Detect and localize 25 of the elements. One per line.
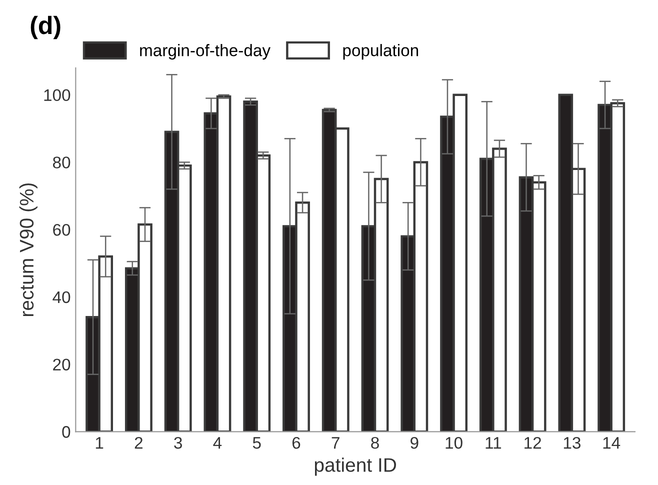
x-tick-label: 10 [446, 436, 462, 449]
y-axis-title: rectum V90 (%) [19, 183, 38, 316]
x-axis-title: patient ID [314, 458, 396, 476]
y-tick-label: 80 [52, 156, 70, 168]
x-tick-label: 1 [96, 437, 104, 449]
x-tick-label: 14 [603, 437, 620, 449]
x-tick-label: 11 [486, 437, 502, 449]
x-tick-label: 5 [252, 437, 261, 449]
chart-title: (d) [30, 16, 60, 40]
legend-label: margin-of-the-day [140, 44, 271, 60]
y-tick-label: 0 [62, 426, 70, 438]
y-tick-label: 60 [53, 224, 70, 236]
x-tick-label: 7 [332, 437, 340, 449]
x-tick-label: 2 [134, 436, 142, 449]
x-tick-label: 13 [564, 436, 580, 449]
x-tick-label: 9 [410, 436, 418, 449]
x-tick-label: 12 [524, 436, 541, 449]
x-tick-label: 4 [213, 437, 222, 449]
x-tick-label: 3 [174, 436, 182, 449]
x-tick-label: 6 [292, 436, 300, 449]
y-tick-label: 100 [44, 89, 70, 102]
x-tick-label: 8 [371, 436, 379, 449]
legend-label: population [343, 44, 418, 60]
y-tick-label: 40 [52, 291, 70, 304]
y-tick-label: 20 [53, 358, 70, 370]
